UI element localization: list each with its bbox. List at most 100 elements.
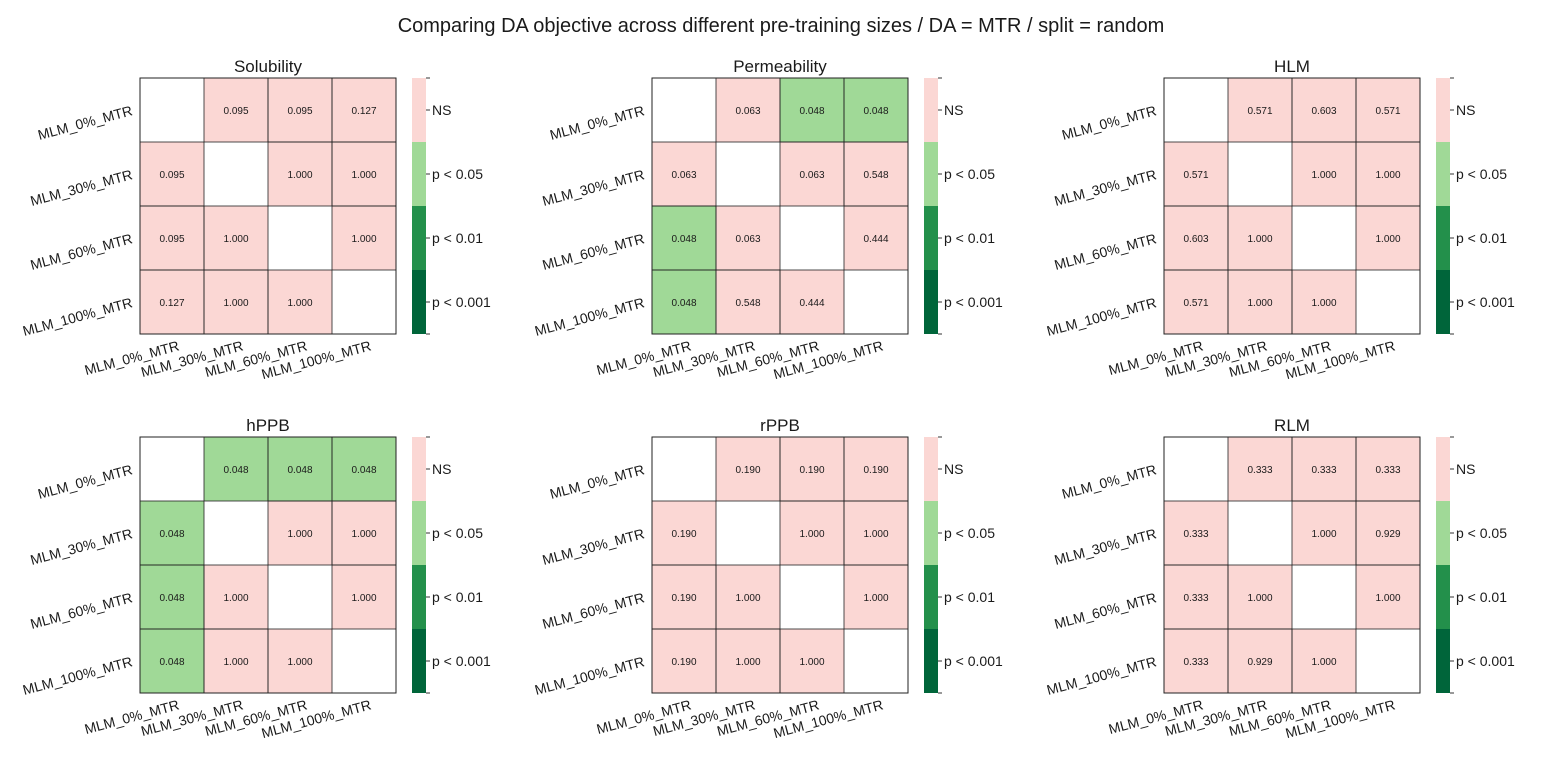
heatmap-cell xyxy=(652,565,716,629)
legend-label: p < 0.001 xyxy=(432,653,491,669)
legend-label: NS xyxy=(432,461,451,477)
cell-value-label: 0.127 xyxy=(351,106,376,117)
cell-value-label: 1.000 xyxy=(287,657,312,668)
heatmap-cell xyxy=(268,437,332,501)
row-tick-label: MLM_30%_MTR xyxy=(28,166,134,209)
cell-value-label: 1.000 xyxy=(351,593,376,604)
heatmap-cell xyxy=(652,78,716,142)
legend-label: p < 0.01 xyxy=(1456,230,1507,246)
heatmap-cell xyxy=(780,629,844,693)
cell-value-label: 0.127 xyxy=(159,298,184,309)
row-tick-label: MLM_30%_MTR xyxy=(1052,166,1158,209)
heatmap-cell xyxy=(1356,501,1420,565)
heatmap-cell xyxy=(268,206,332,270)
row-tick-label: MLM_60%_MTR xyxy=(540,589,646,632)
legend-swatch xyxy=(1436,501,1450,565)
heatmap-cell xyxy=(1292,629,1356,693)
heatmap-cell xyxy=(844,78,908,142)
row-tick-label: MLM_100%_MTR xyxy=(21,653,134,698)
cell-value-label: 0.048 xyxy=(159,657,184,668)
cell-value-label: 0.048 xyxy=(287,465,312,476)
row-tick-label: MLM_0%_MTR xyxy=(36,461,134,502)
heatmap-cell xyxy=(652,142,716,206)
cell-value-label: 0.063 xyxy=(799,170,824,181)
heatmap-cell xyxy=(1356,437,1420,501)
legend-label: NS xyxy=(944,102,963,118)
cell-value-label: 0.190 xyxy=(799,465,824,476)
heatmap-cell xyxy=(780,78,844,142)
cell-value-label: 0.048 xyxy=(671,234,696,245)
heatmap-cell xyxy=(844,629,908,693)
heatmap-cell xyxy=(268,565,332,629)
heatmap-cell xyxy=(1228,437,1292,501)
cell-value-label: 0.333 xyxy=(1311,465,1336,476)
cell-value-label: 0.190 xyxy=(671,593,696,604)
heatmap-cell xyxy=(1228,270,1292,334)
cell-value-label: 1.000 xyxy=(351,170,376,181)
cell-value-label: 1.000 xyxy=(735,657,760,668)
row-tick-label: MLM_100%_MTR xyxy=(533,294,646,339)
heatmap-permeability: Permeability 0.063 0.048 0.048 0.063 0.063 0.5… xyxy=(533,57,1003,382)
figure-title: Comparing DA objective across different … xyxy=(398,15,1165,37)
heatmap-cell xyxy=(1292,437,1356,501)
legend-swatch xyxy=(924,565,938,629)
heatmap-cell xyxy=(1164,437,1228,501)
cell-value-label: 1.000 xyxy=(1247,234,1272,245)
cell-value-label: 0.603 xyxy=(1311,106,1336,117)
cell-value-label: 0.048 xyxy=(159,593,184,604)
legend-swatch xyxy=(412,142,426,206)
cell-value-label: 1.000 xyxy=(287,529,312,540)
row-tick-label: MLM_100%_MTR xyxy=(1045,294,1158,339)
legend-swatch xyxy=(1436,78,1450,142)
cell-value-label: 1.000 xyxy=(1247,593,1272,604)
heatmap-cell xyxy=(652,437,716,501)
heatmap-cell xyxy=(780,565,844,629)
row-tick-label: MLM_30%_MTR xyxy=(1052,525,1158,568)
panel-title: hPPB xyxy=(246,416,289,435)
cell-value-label: 0.929 xyxy=(1247,657,1272,668)
cell-value-label: 0.333 xyxy=(1183,657,1208,668)
cell-value-label: 0.603 xyxy=(1183,234,1208,245)
legend-label: p < 0.001 xyxy=(432,294,491,310)
cell-value-label: 0.063 xyxy=(735,106,760,117)
row-tick-label: MLM_0%_MTR xyxy=(1060,102,1158,143)
heatmap-cell xyxy=(332,270,396,334)
heatmap-cell xyxy=(204,206,268,270)
cell-value-label: 0.095 xyxy=(223,106,248,117)
heatmap-cell xyxy=(844,270,908,334)
cell-value-label: 0.333 xyxy=(1183,529,1208,540)
heatmap-cell xyxy=(716,501,780,565)
heatmap-cell xyxy=(716,437,780,501)
heatmap-cell xyxy=(268,142,332,206)
cell-value-label: 0.571 xyxy=(1375,106,1400,117)
legend-swatch xyxy=(412,270,426,334)
panel-title: Solubility xyxy=(234,57,303,76)
cell-value-label: 1.000 xyxy=(223,298,248,309)
legend-swatch xyxy=(1436,437,1450,501)
heatmap-cell xyxy=(780,437,844,501)
row-tick-label: MLM_100%_MTR xyxy=(1045,653,1158,698)
legend-swatch xyxy=(924,142,938,206)
row-tick-label: MLM_100%_MTR xyxy=(533,653,646,698)
heatmap-cell xyxy=(1292,142,1356,206)
row-tick-label: MLM_0%_MTR xyxy=(1060,461,1158,502)
heatmap-cell xyxy=(652,206,716,270)
heatmap-cell xyxy=(652,629,716,693)
legend-label: p < 0.01 xyxy=(944,230,995,246)
heatmap-solubility: Solubility 0.095 0.095 0.127 0.095 1.000 1.000… xyxy=(21,57,491,382)
heatmap-cell xyxy=(716,565,780,629)
legend-swatch xyxy=(1436,270,1450,334)
cell-value-label: 1.000 xyxy=(1311,298,1336,309)
heatmap-cell xyxy=(204,629,268,693)
legend-label: p < 0.05 xyxy=(944,525,995,541)
heatmap-hlm: HLM 0.571 0.603 0.571 0.571 1.000 1.000 0.603 1.… xyxy=(1045,57,1515,382)
heatmap-rppb: rPPB 0.190 0.190 0.190 0.190 1.000 1.000 0.190 1… xyxy=(533,416,1003,741)
heatmap-cell xyxy=(140,206,204,270)
cell-value-label: 0.190 xyxy=(735,465,760,476)
heatmap-hppb: hPPB 0.048 0.048 0.048 0.048 1.000 1.000 0.048 1… xyxy=(21,416,491,741)
heatmap-cell xyxy=(140,437,204,501)
heatmap-cell xyxy=(716,270,780,334)
legend-label: p < 0.05 xyxy=(1456,525,1507,541)
cell-value-label: 0.063 xyxy=(735,234,760,245)
heatmap-cell xyxy=(332,565,396,629)
